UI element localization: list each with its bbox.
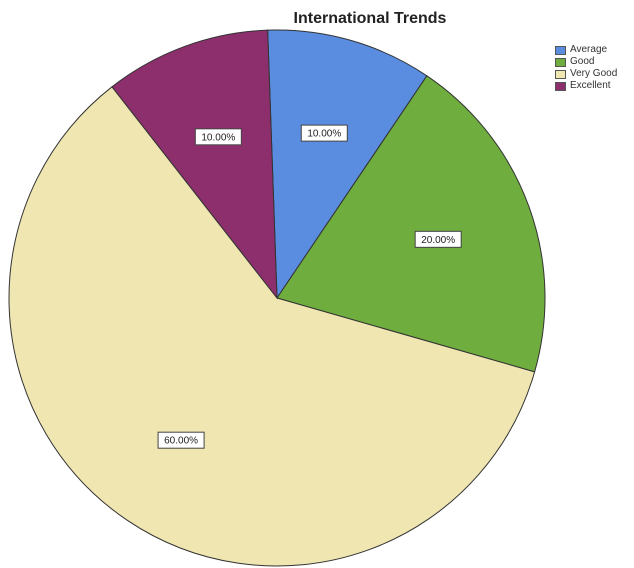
slice-label-box <box>157 431 205 449</box>
slice-label-average: 10.00% <box>300 124 348 142</box>
legend-item-very-good: Very Good <box>555 68 617 80</box>
slice-label-box <box>414 230 462 248</box>
pie-slice-average <box>267 29 428 300</box>
slice-label-box <box>194 128 242 146</box>
legend-swatch-average <box>555 45 566 55</box>
legend-swatch-excellent <box>555 81 566 91</box>
slice-labels: 10.00% 20.00% 60.00% 10.00% <box>157 124 462 449</box>
legend-item-average: Average <box>555 44 617 56</box>
legend-item-good: Good <box>555 56 617 68</box>
slice-label-box <box>300 124 348 142</box>
slice-label-text: 10.00% <box>307 129 341 140</box>
legend: Average Good Very Good Excellent <box>555 44 617 92</box>
pie-slice-good <box>276 75 546 373</box>
slice-label-excellent: 10.00% <box>194 128 242 146</box>
legend-label-excellent: Excellent <box>570 80 611 91</box>
slice-label-good: 20.00% <box>414 230 462 248</box>
legend-item-excellent: Excellent <box>555 80 617 92</box>
slice-label-text: 10.00% <box>201 132 235 143</box>
legend-label-very-good: Very Good <box>570 68 618 79</box>
pie-slices <box>8 29 546 567</box>
legend-swatch-very-good <box>555 69 566 79</box>
pie-slice-excellent <box>111 29 278 300</box>
legend-label-average: Average <box>570 44 608 55</box>
pie-slice-very-good <box>8 86 536 567</box>
slice-label-text: 20.00% <box>421 235 455 246</box>
legend-label-good: Good <box>570 56 595 67</box>
slice-label-very-good: 60.00% <box>157 431 205 449</box>
legend-swatch-good <box>555 57 566 67</box>
slice-label-text: 60.00% <box>164 436 198 447</box>
chart-title: International Trends <box>293 10 447 27</box>
